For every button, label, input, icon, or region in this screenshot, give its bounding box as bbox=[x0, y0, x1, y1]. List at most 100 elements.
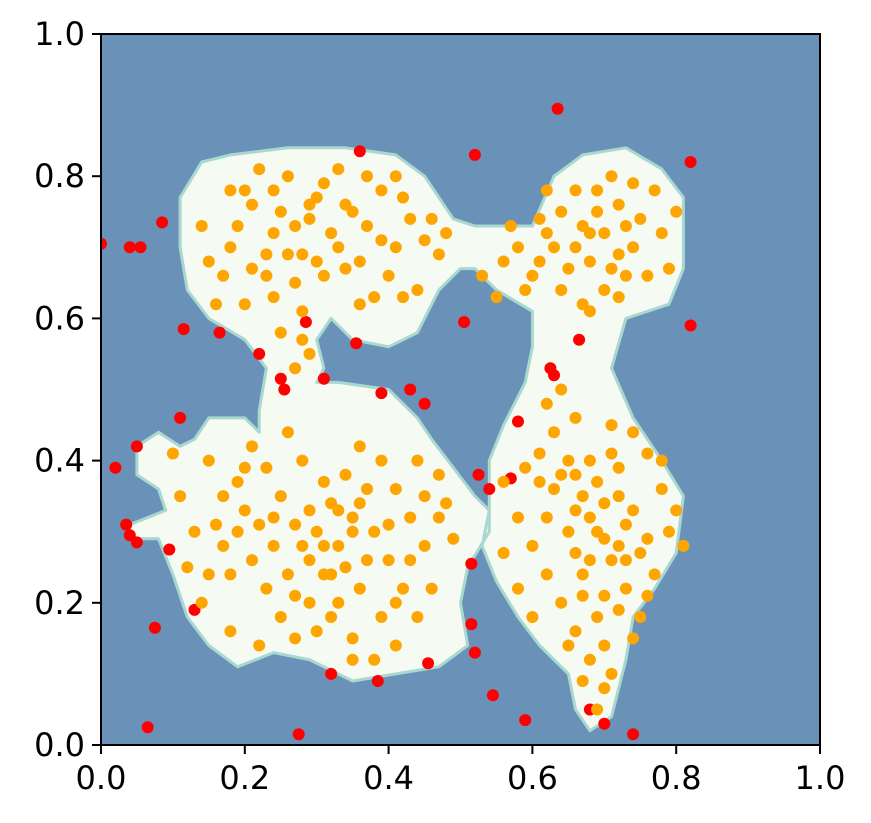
inlier-point-210 bbox=[619, 518, 632, 531]
inlier-point-213 bbox=[598, 639, 611, 652]
inlier-point-60 bbox=[231, 525, 244, 538]
inlier-point-123 bbox=[361, 554, 373, 567]
inlier-point-189 bbox=[548, 483, 560, 495]
inlier-point-192 bbox=[562, 454, 575, 467]
inlier-point-121 bbox=[346, 525, 359, 538]
inlier-point-41 bbox=[231, 220, 244, 232]
outlier-point-38 bbox=[465, 618, 478, 631]
inlier-point-103 bbox=[382, 554, 395, 567]
inlier-point-135 bbox=[346, 653, 359, 666]
outlier-point-24 bbox=[512, 415, 524, 428]
inlier-point-61 bbox=[246, 554, 258, 567]
outlier-point-12 bbox=[353, 145, 366, 158]
inlier-point-164 bbox=[612, 248, 625, 261]
inlier-point-71 bbox=[389, 483, 402, 495]
outlier-point-7 bbox=[278, 383, 291, 396]
inlier-point-200 bbox=[655, 483, 668, 495]
inlier-point-97 bbox=[281, 568, 294, 581]
inlier-point-86 bbox=[246, 440, 258, 453]
inlier-point-16 bbox=[411, 284, 424, 296]
inlier-point-108 bbox=[353, 582, 366, 595]
outlier-point-41 bbox=[371, 675, 384, 687]
inlier-point-56 bbox=[274, 326, 287, 339]
inlier-point-117 bbox=[238, 504, 251, 517]
y-axis: 0.0 0.2 0.4 0.6 0.8 1.0 bbox=[34, 15, 101, 764]
inlier-point-111 bbox=[296, 454, 309, 467]
inlier-point-201 bbox=[641, 447, 654, 460]
inlier-point-91 bbox=[174, 490, 187, 503]
inlier-point-2 bbox=[246, 198, 258, 211]
inlier-point-102 bbox=[368, 525, 381, 538]
inlier-point-240 bbox=[519, 461, 532, 474]
inlier-point-69 bbox=[361, 483, 373, 495]
inlier-point-179 bbox=[512, 511, 524, 524]
outlier-point-44 bbox=[519, 714, 532, 727]
x-tick-label-3: 0.6 bbox=[507, 759, 558, 797]
inlier-point-48 bbox=[440, 227, 453, 240]
outlier-point-9 bbox=[253, 347, 266, 360]
inlier-point-132 bbox=[296, 539, 309, 552]
inlier-point-195 bbox=[605, 554, 618, 567]
inlier-point-188 bbox=[562, 525, 575, 538]
inlier-point-243 bbox=[583, 554, 596, 567]
inlier-point-214 bbox=[576, 675, 589, 687]
y-tick-label-5: 1.0 bbox=[34, 15, 85, 53]
inlier-point-217 bbox=[526, 611, 539, 623]
inlier-point-206 bbox=[569, 411, 582, 424]
inlier-point-54 bbox=[303, 347, 316, 360]
inlier-point-122 bbox=[332, 504, 345, 517]
inlier-point-32 bbox=[397, 191, 409, 204]
inlier-point-173 bbox=[605, 262, 618, 275]
inlier-point-161 bbox=[648, 184, 661, 197]
inlier-point-45 bbox=[353, 298, 366, 311]
inlier-point-114 bbox=[339, 561, 352, 574]
inlier-point-236 bbox=[627, 632, 640, 645]
inlier-point-170 bbox=[612, 291, 625, 304]
inlier-point-203 bbox=[612, 461, 625, 474]
outlier-point-17 bbox=[458, 316, 471, 328]
outlier-point-4 bbox=[177, 323, 190, 336]
inlier-point-67 bbox=[332, 539, 345, 552]
inlier-point-70 bbox=[375, 454, 388, 467]
outlier-point-39 bbox=[468, 646, 481, 659]
inlier-point-33 bbox=[332, 163, 345, 176]
inlier-point-26 bbox=[238, 298, 251, 311]
outlier-point-21 bbox=[404, 383, 417, 396]
outlier-point-20 bbox=[573, 333, 586, 346]
y-tick-label-2: 0.4 bbox=[34, 442, 85, 480]
inlier-point-185 bbox=[598, 682, 611, 695]
plot-frame bbox=[100, 33, 821, 746]
inlier-point-231 bbox=[591, 475, 604, 488]
inlier-point-127 bbox=[224, 568, 237, 581]
inlier-point-59 bbox=[217, 490, 230, 503]
inlier-point-105 bbox=[411, 454, 424, 467]
inlier-point-176 bbox=[533, 212, 546, 225]
inlier-point-11 bbox=[375, 184, 388, 197]
outlier-point-11 bbox=[350, 337, 363, 350]
inlier-point-116 bbox=[404, 554, 417, 567]
inlier-point-17 bbox=[368, 291, 381, 304]
inlier-point-12 bbox=[389, 241, 402, 254]
inlier-point-128 bbox=[418, 490, 431, 503]
inlier-point-0 bbox=[210, 298, 222, 311]
inlier-point-165 bbox=[562, 262, 575, 275]
inlier-point-149 bbox=[655, 227, 668, 240]
inlier-point-31 bbox=[382, 269, 395, 282]
inlier-point-174 bbox=[576, 220, 589, 232]
inlier-point-84 bbox=[274, 490, 287, 503]
inlier-point-168 bbox=[476, 269, 489, 282]
inlier-point-77 bbox=[411, 611, 424, 623]
inlier-point-112 bbox=[281, 426, 294, 439]
outlier-point-49 bbox=[292, 728, 305, 741]
inlier-point-191 bbox=[548, 426, 560, 439]
inlier-point-180 bbox=[526, 539, 539, 552]
inlier-point-94 bbox=[195, 596, 208, 609]
x-tick-label-5: 1.0 bbox=[795, 759, 846, 797]
inlier-point-167 bbox=[504, 220, 517, 232]
outlier-point-10 bbox=[317, 372, 330, 385]
inlier-point-23 bbox=[224, 241, 237, 254]
outlier-point-31 bbox=[163, 543, 176, 556]
inlier-point-211 bbox=[634, 547, 647, 559]
outlier-point-40 bbox=[422, 657, 435, 670]
inlier-point-232 bbox=[605, 447, 618, 460]
